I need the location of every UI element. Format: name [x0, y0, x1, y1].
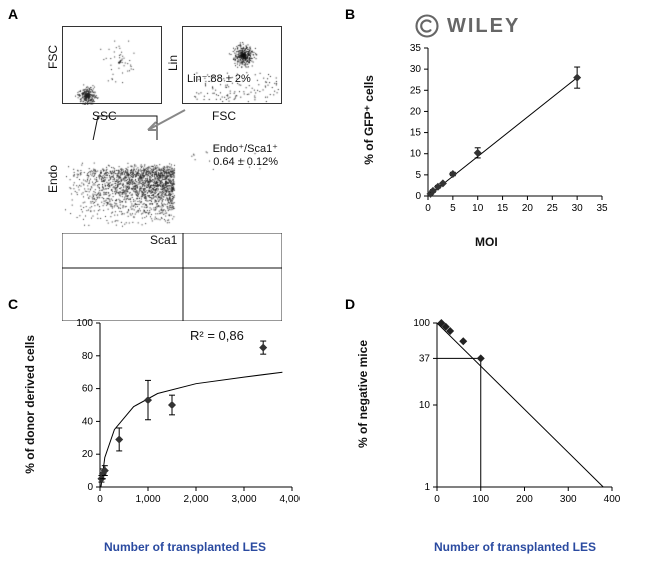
- chart-c-y: % of donor derived cells: [23, 335, 37, 474]
- flow2-annotation: Lin⁻:88 ± 2%: [187, 72, 279, 85]
- flow1-x: SSC: [92, 109, 117, 123]
- flow-plot-lin-fsc: [182, 26, 282, 104]
- svg-text:30: 30: [410, 64, 422, 75]
- flow2-y: Lin: [166, 55, 180, 71]
- chart-d-x: Number of transplanted LES: [415, 540, 615, 554]
- svg-text:3,000: 3,000: [231, 494, 256, 505]
- svg-text:10: 10: [419, 400, 431, 411]
- svg-text:5: 5: [450, 203, 456, 214]
- chart-c: 0 1,000 2,000 3,000 4,000 0 20 40 60 80 100: [70, 315, 300, 515]
- svg-text:10: 10: [472, 203, 484, 214]
- chart-b: 0 5 10 15 20 25 30 35 0 5 10 15 20 25 30 35: [400, 42, 610, 222]
- svg-text:300: 300: [560, 494, 577, 505]
- panel-c-label: C: [8, 296, 18, 312]
- svg-text:20: 20: [410, 106, 422, 117]
- svg-text:80: 80: [82, 351, 94, 362]
- svg-text:1,000: 1,000: [135, 494, 160, 505]
- chart-d: 0 100 200 300 400 1 10 37 100: [405, 315, 620, 515]
- chart-c-x: Number of transplanted LES: [85, 540, 285, 554]
- svg-text:15: 15: [410, 128, 422, 139]
- svg-text:0: 0: [87, 482, 93, 493]
- flow-canvas-1: [63, 27, 163, 105]
- svg-text:25: 25: [547, 203, 559, 214]
- flow3-x: Sca1: [150, 233, 177, 247]
- svg-text:5: 5: [415, 170, 421, 181]
- svg-text:0: 0: [425, 203, 431, 214]
- watermark: WILEY: [413, 12, 520, 40]
- svg-text:15: 15: [497, 203, 509, 214]
- svg-text:200: 200: [516, 494, 533, 505]
- flow3-annotation-1: Endo⁺/Sca1⁺: [188, 142, 278, 155]
- panel-b-label: B: [345, 6, 355, 22]
- copyright-icon: [413, 12, 441, 40]
- svg-text:100: 100: [76, 318, 93, 329]
- svg-text:37: 37: [419, 353, 431, 364]
- svg-text:20: 20: [82, 449, 94, 460]
- flow3-y: Endo: [46, 165, 60, 193]
- flow-plot-fsc-ssc: [62, 26, 162, 104]
- svg-text:4,000: 4,000: [279, 494, 300, 505]
- chart-b-x: MOI: [475, 235, 498, 249]
- svg-text:30: 30: [572, 203, 584, 214]
- svg-text:1: 1: [424, 482, 430, 493]
- flow1-y: FSC: [46, 45, 60, 69]
- flow-canvas-2: [183, 27, 283, 105]
- svg-text:60: 60: [82, 384, 94, 395]
- watermark-text: WILEY: [447, 15, 520, 38]
- flow3-annotation-2: 0.64 ± 0.12%: [188, 156, 278, 168]
- chart-b-y: % of GFP⁺ cells: [362, 75, 376, 165]
- arrow-icon: [140, 108, 190, 138]
- svg-text:20: 20: [522, 203, 534, 214]
- svg-text:35: 35: [596, 203, 608, 214]
- svg-text:0: 0: [434, 494, 440, 505]
- svg-text:10: 10: [410, 149, 422, 160]
- panel-a-label: A: [8, 6, 18, 22]
- svg-text:25: 25: [410, 85, 422, 96]
- svg-text:35: 35: [410, 43, 422, 54]
- chart-c-r2: R² = 0,86: [190, 328, 244, 343]
- svg-text:100: 100: [413, 318, 430, 329]
- svg-text:100: 100: [472, 494, 489, 505]
- svg-text:40: 40: [82, 416, 94, 427]
- svg-text:2,000: 2,000: [183, 494, 208, 505]
- svg-text:0: 0: [97, 494, 103, 505]
- chart-d-y: % of negative mice: [356, 340, 370, 448]
- svg-text:400: 400: [604, 494, 620, 505]
- svg-text:0: 0: [415, 191, 421, 202]
- panel-d-label: D: [345, 296, 355, 312]
- flow2-x: FSC: [212, 109, 236, 123]
